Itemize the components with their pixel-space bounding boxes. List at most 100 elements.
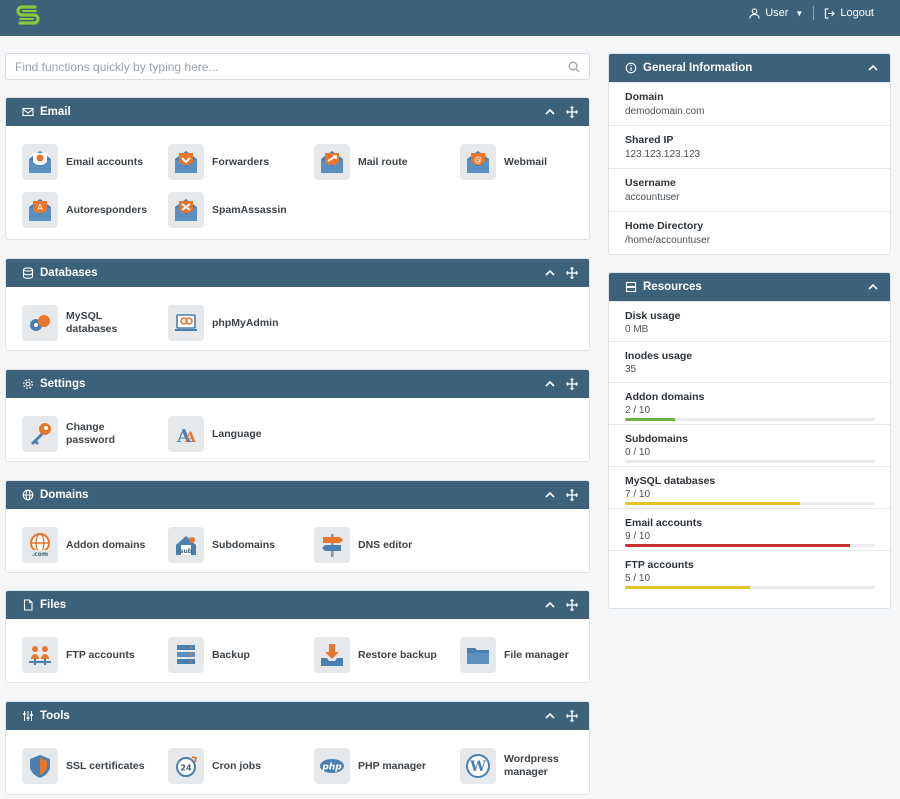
usage-bar-fill (625, 418, 675, 421)
tools-panel: Tools SSL certificates 24 Cron jobs php … (5, 701, 590, 795)
move-icon[interactable] (565, 105, 579, 119)
tile-ssl-certificates[interactable]: SSL certificates (22, 742, 168, 790)
svg-text:@: @ (474, 155, 482, 164)
envelope-icon (22, 106, 34, 118)
resource-row-addon-domains: Addon domains 2 / 10 (609, 382, 890, 424)
subdomains-icon: sub (168, 527, 204, 563)
collapse-icon[interactable] (866, 61, 880, 75)
collapse-icon[interactable] (866, 280, 880, 294)
tile-spamassassin[interactable]: SpamAssassin (168, 186, 314, 234)
collapse-icon[interactable] (543, 266, 557, 280)
collapse-icon[interactable] (543, 105, 557, 119)
usage-bar (625, 502, 875, 505)
tile-dns-editor[interactable]: DNS editor (314, 521, 460, 569)
svg-text:sub: sub (180, 548, 193, 555)
svg-text:24: 24 (180, 764, 192, 773)
addon-domains-icon: .com (22, 527, 58, 563)
usage-bar (625, 586, 875, 589)
database-icon (22, 267, 34, 279)
collapse-icon[interactable] (543, 598, 557, 612)
tile-backup[interactable]: Backup (168, 631, 314, 679)
panel-title: Databases (40, 267, 98, 279)
tile-email-accounts[interactable]: Email accounts (22, 138, 168, 186)
info-icon (625, 62, 637, 74)
move-icon[interactable] (565, 266, 579, 280)
svg-text:.com: .com (32, 551, 48, 558)
files-panel-header: Files (6, 591, 589, 619)
move-icon[interactable] (565, 377, 579, 391)
tile-subdomains[interactable]: sub Subdomains (168, 521, 314, 569)
dns-editor-icon (314, 527, 350, 563)
domains-panel: Domains .com Addon domains sub Subdomain… (5, 480, 590, 573)
usage-bar (625, 460, 875, 463)
logo-icon[interactable] (14, 3, 42, 27)
move-icon[interactable] (565, 488, 579, 502)
settings-panel-header: Settings (6, 370, 589, 398)
info-row-username: Username accountuser (609, 168, 890, 211)
logout-button[interactable]: Logout (824, 7, 874, 19)
phpmyadmin-icon (168, 305, 204, 341)
tile-cron-jobs[interactable]: 24 Cron jobs (168, 742, 314, 790)
email-panel: Email Email accounts Forwarders Mail rou… (5, 97, 590, 240)
usage-bar-fill (625, 586, 750, 589)
file-icon (22, 599, 34, 611)
info-row-shared-ip: Shared IP 123.123.123.123 (609, 125, 890, 168)
search-icon[interactable] (568, 61, 580, 73)
collapse-icon[interactable] (543, 488, 557, 502)
resources-header: Resources (609, 273, 890, 301)
spamassassin-icon (168, 192, 204, 228)
tile-mysql-databases[interactable]: MySQL databases (22, 299, 168, 347)
user-menu[interactable]: User ▼ (749, 7, 803, 19)
tile-forwarders[interactable]: Forwarders (168, 138, 314, 186)
panel-title: Tools (40, 710, 70, 722)
tile-change-password[interactable]: Change password (22, 410, 168, 458)
divider (813, 6, 815, 20)
ftp-accounts-icon (22, 637, 58, 673)
panel-title: Settings (40, 378, 86, 390)
search-input[interactable] (15, 59, 568, 74)
resources-panel: Resources Disk usage 0 MB Inodes usage 3… (608, 272, 891, 609)
server-icon (625, 281, 637, 293)
tile-mail-route[interactable]: Mail route (314, 138, 460, 186)
move-icon[interactable] (565, 709, 579, 723)
collapse-icon[interactable] (543, 377, 557, 391)
function-search (5, 53, 590, 80)
tile-addon-domains[interactable]: .com Addon domains (22, 521, 168, 569)
restore-backup-icon (314, 637, 350, 673)
info-row-domain: Domain demodomain.com (609, 82, 890, 125)
sliders-icon (22, 710, 34, 722)
gear-icon (22, 378, 34, 390)
databases-panel-header: Databases (6, 259, 589, 287)
tile-file-manager[interactable]: File manager (460, 631, 589, 679)
resource-row-email-accounts: Email accounts 9 / 10 (609, 508, 890, 550)
tile-phpmyadmin[interactable]: phpMyAdmin (168, 299, 314, 347)
domains-panel-header: Domains (6, 481, 589, 509)
move-icon[interactable] (565, 598, 579, 612)
usage-bar-fill (625, 502, 800, 505)
php-icon: php (314, 748, 350, 784)
collapse-icon[interactable] (543, 709, 557, 723)
usage-bar (625, 544, 875, 547)
svg-text:A: A (37, 203, 43, 212)
logout-label: Logout (840, 7, 874, 19)
caret-down-icon: ▼ (795, 8, 804, 18)
tile-restore-backup[interactable]: Restore backup (314, 631, 460, 679)
tile-ftp-accounts[interactable]: FTP accounts (22, 631, 168, 679)
tile-webmail[interactable]: @ Webmail (460, 138, 589, 186)
databases-panel: Databases MySQL databases phpMyAdmin (5, 258, 590, 351)
resource-row-inodes-usage: Inodes usage 35 (609, 341, 890, 382)
general-information-panel: General Information Domain demodomain.co… (608, 53, 891, 255)
panel-title: Resources (643, 281, 702, 293)
tile-php-manager[interactable]: php PHP manager (314, 742, 460, 790)
logout-icon (825, 7, 836, 19)
tile-autoresponders[interactable]: A Autoresponders (22, 186, 168, 234)
cron-icon: 24 (168, 748, 204, 784)
info-row-home-directory: Home Directory /home/accountuser (609, 211, 890, 254)
usage-bar-fill (625, 544, 850, 547)
tile-wordpress-manager[interactable]: W Wordpress manager (460, 742, 589, 790)
autoresponders-icon: A (22, 192, 58, 228)
resource-row-disk-usage: Disk usage 0 MB (609, 301, 890, 341)
